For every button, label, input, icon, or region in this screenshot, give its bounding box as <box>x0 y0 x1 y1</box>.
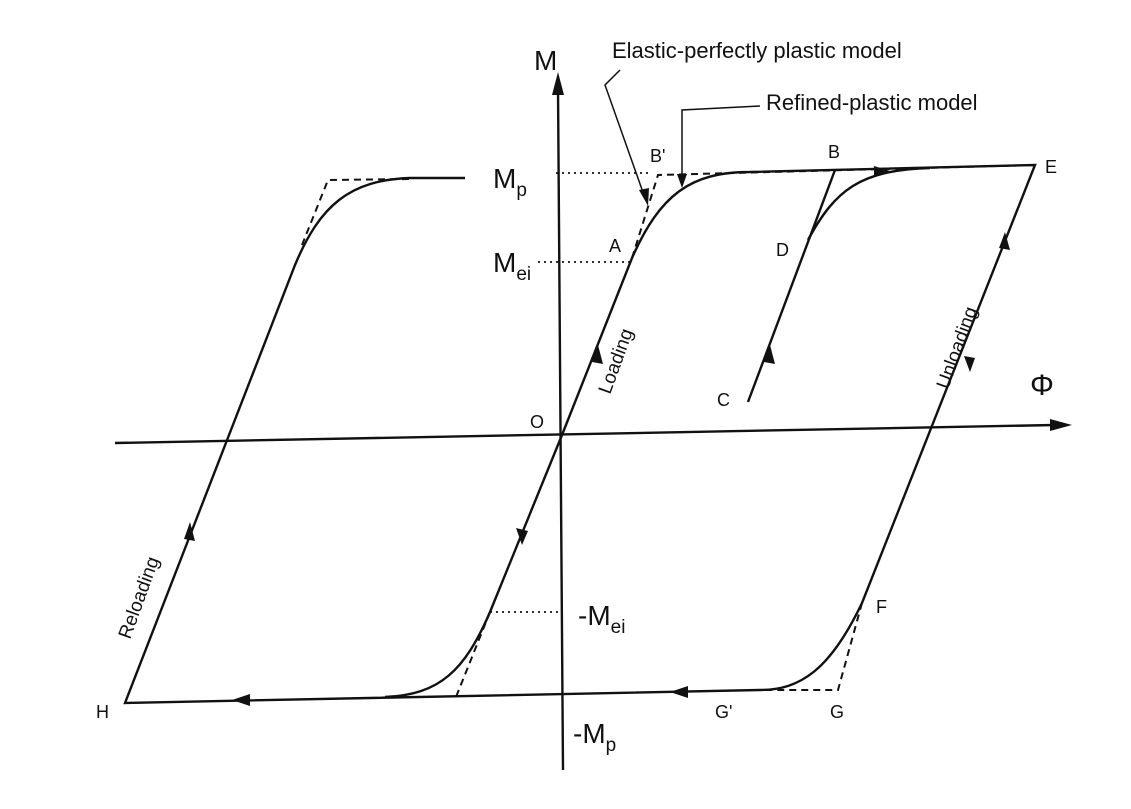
level-sub: ei <box>611 617 626 638</box>
arrow <box>1050 419 1072 431</box>
level-label: Mei <box>493 247 531 285</box>
lower-curve <box>384 434 564 699</box>
arrow <box>552 72 564 95</box>
hysteresis-loop <box>123 163 1037 705</box>
level-label: -Mei <box>578 600 625 638</box>
point-label: A <box>609 236 621 256</box>
level-main: -M <box>573 718 606 749</box>
point-label: G <box>830 702 844 722</box>
point-label: E <box>1045 157 1057 177</box>
level-sub: p <box>606 735 617 756</box>
point-label: B' <box>650 146 665 166</box>
axes <box>114 72 1072 771</box>
point-label: G' <box>715 702 732 722</box>
arrow <box>592 345 603 364</box>
x-axis <box>114 423 1056 445</box>
point-label: F <box>876 597 887 617</box>
level-sub: p <box>516 180 527 201</box>
arrow <box>874 166 890 177</box>
arrow <box>516 528 528 545</box>
level-main: M <box>493 247 516 278</box>
point-label: D <box>776 240 789 260</box>
epp-dashed <box>631 164 1036 259</box>
arrow <box>764 345 775 364</box>
annotation: Reloading <box>115 554 164 642</box>
epp-dashed <box>301 178 411 246</box>
arrow <box>670 686 688 698</box>
legend-label: Elastic-perfectly plastic model <box>612 38 902 63</box>
arrow <box>232 694 250 706</box>
point-label: H <box>96 702 109 722</box>
level-label: -Mp <box>573 718 616 756</box>
point-label: B <box>828 142 840 162</box>
level-label: Mp <box>493 163 527 201</box>
curves <box>123 69 1037 706</box>
reload-line <box>746 169 837 403</box>
y-axis <box>556 87 565 771</box>
arrow <box>999 232 1010 250</box>
x-axis-label: Φ <box>1030 369 1054 402</box>
pointer <box>604 69 646 199</box>
pointer <box>681 105 761 178</box>
point-label: O <box>530 412 544 432</box>
level-main: -M <box>578 600 611 631</box>
point-label: C <box>717 390 730 410</box>
arrow <box>184 522 195 541</box>
level-main: M <box>493 163 516 194</box>
y-axis-label: M <box>534 45 557 76</box>
epp-dashed <box>760 602 863 691</box>
level-sub: ei <box>516 264 531 285</box>
epp-dashed <box>455 611 491 698</box>
arrow <box>964 356 975 372</box>
arrow <box>639 188 649 206</box>
legend-label: Refined-plastic model <box>766 90 978 115</box>
annotation: Unloading <box>933 304 982 392</box>
arrow <box>677 174 687 188</box>
reload-curve <box>806 166 931 241</box>
